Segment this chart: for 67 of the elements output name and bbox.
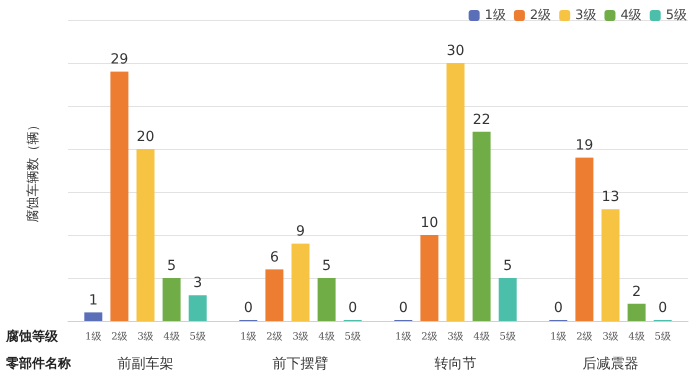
data-label: 3 (193, 275, 202, 292)
text: 5级 (500, 332, 516, 342)
x-tick-label: 转向节 (434, 356, 476, 372)
bar (110, 72, 128, 321)
text: 4级 (628, 332, 645, 342)
bar (265, 269, 284, 321)
text: 1级 (240, 332, 256, 342)
text: 4级 (473, 332, 490, 342)
text: 2级 (111, 332, 128, 342)
data-label: 5 (322, 258, 332, 274)
bar (498, 278, 517, 321)
data-label: 10 (420, 215, 438, 231)
data-label: 0 (554, 300, 563, 316)
text: 4级 (163, 332, 180, 342)
text: 3级 (602, 332, 619, 342)
bar (136, 149, 154, 321)
data-label: 1 (88, 292, 98, 308)
data-label: 13 (602, 189, 620, 206)
bar (628, 304, 646, 321)
data-label: 6 (270, 249, 279, 266)
bar (446, 63, 464, 321)
legend-label: 4级 (620, 8, 642, 23)
text: 5级 (344, 332, 361, 342)
bar (602, 209, 620, 321)
data-label: 0 (348, 300, 358, 316)
legend-label: 1级 (484, 8, 506, 23)
bar (84, 312, 102, 321)
legend-label: 2级 (530, 8, 552, 23)
x-tick-label: 前副车架 (118, 356, 174, 372)
bar (472, 132, 491, 321)
bar (575, 158, 594, 321)
data-label: 5 (167, 258, 176, 274)
bar (162, 278, 181, 321)
text: 1级 (85, 332, 102, 342)
text: 1级 (550, 332, 566, 342)
data-label: 30 (446, 43, 464, 59)
text: 5级 (654, 332, 671, 342)
data-label: 0 (244, 300, 253, 316)
data-label: 20 (136, 129, 154, 145)
text: 3级 (292, 332, 309, 342)
bar (292, 244, 310, 321)
data-label: 22 (472, 112, 491, 128)
data-label: 0 (658, 300, 668, 316)
legend-label: 5级 (666, 8, 688, 23)
legend-label: 3级 (575, 8, 596, 23)
x-tick-label: 前下摆臂 (272, 356, 328, 372)
bar (188, 295, 207, 321)
text: 2级 (421, 332, 438, 342)
text: 1级 (395, 332, 412, 342)
text: 3级 (447, 332, 464, 342)
text: 腐蚀等级 (5, 328, 59, 344)
bar (420, 235, 438, 321)
text: 5级 (190, 332, 206, 342)
data-label: 5 (503, 258, 512, 274)
text: 2级 (576, 332, 593, 342)
data-label: 2 (632, 284, 642, 300)
text: 3级 (137, 332, 154, 342)
data-label: 0 (398, 300, 408, 316)
data-label: 19 (575, 138, 594, 154)
y-axis-title: 腐蚀车辆数（辆） (26, 118, 41, 222)
text: 4级 (318, 332, 335, 342)
data-label: 29 (110, 52, 128, 68)
text: 2级 (266, 332, 283, 342)
bar (318, 278, 336, 321)
data-label: 9 (296, 224, 305, 240)
x-axis-title: 零部件名称 (5, 356, 72, 372)
x-tick-label: 后减震器 (582, 356, 638, 372)
